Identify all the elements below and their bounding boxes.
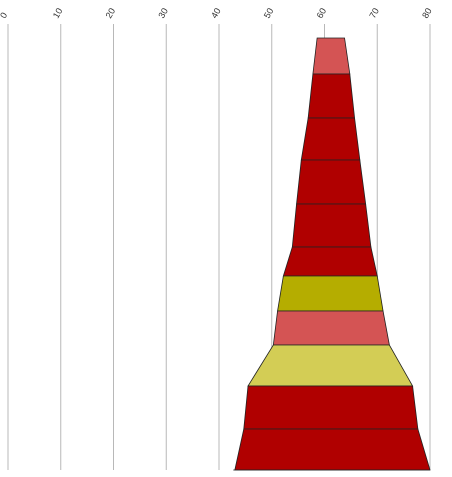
x-tick-label: 30 [156,6,170,20]
funnel-band-1 [312,37,351,75]
funnel-bands [233,37,431,471]
x-tick-label: 70 [367,6,381,20]
funnel-band-11 [234,428,431,471]
tick-labels: 0 10 20 30 40 50 60 70 80 [0,6,434,20]
funnel-band-2 [307,73,356,119]
funnel-band-7 [277,275,384,312]
funnel-band-5 [291,203,372,248]
funnel-band-6 [282,246,378,277]
x-tick-label: 10 [51,6,65,20]
x-tick-label: 40 [209,6,223,20]
x-tick-label: 20 [104,6,118,20]
x-tick-label: 0 [0,11,9,20]
funnel-band-3 [300,117,361,161]
x-tick-label: 80 [420,6,434,20]
funnel-band-10 [243,385,419,430]
funnel-band-8 [272,310,390,346]
x-tick-label: 60 [315,6,329,20]
funnel-band-4 [296,159,367,205]
x-tick-label: 50 [262,6,276,20]
funnel-band-9 [247,344,414,387]
